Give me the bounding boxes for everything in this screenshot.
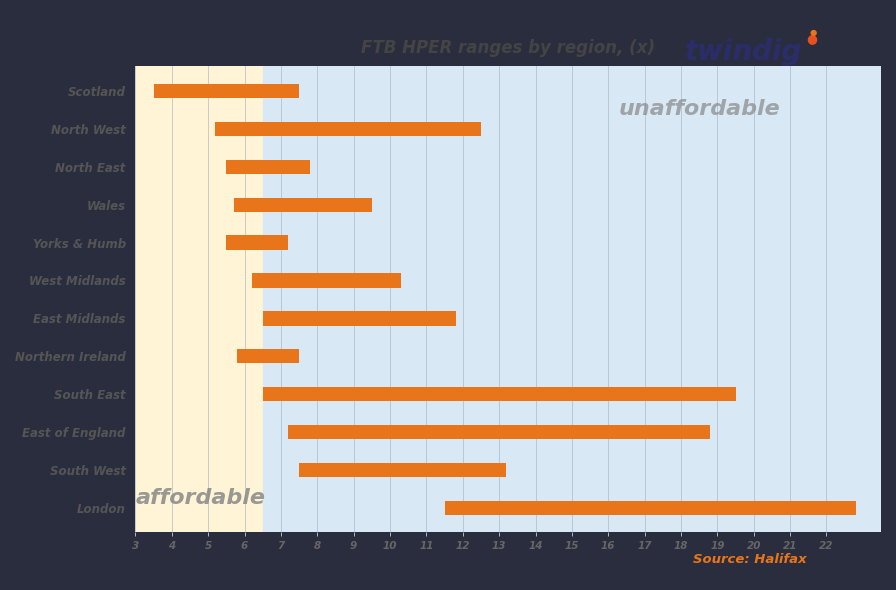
Bar (263, 387, 736, 401)
Text: twindig: twindig (685, 38, 802, 66)
Text: affordable: affordable (136, 488, 266, 508)
Bar (263, 67, 881, 532)
Text: Source: Halifax: Source: Halifax (693, 553, 806, 566)
Bar (299, 463, 506, 477)
Bar (153, 84, 299, 99)
Bar (237, 349, 299, 363)
Bar (252, 273, 401, 288)
Bar (227, 160, 310, 174)
Bar (289, 425, 710, 439)
Bar (215, 122, 481, 136)
Text: unaffordable: unaffordable (618, 99, 780, 119)
Text: ●: ● (809, 28, 816, 37)
Bar (234, 198, 372, 212)
Bar (135, 67, 263, 532)
Title: FTB HPER ranges by region, (x): FTB HPER ranges by region, (x) (361, 38, 655, 57)
Text: ●: ● (806, 32, 817, 45)
Bar (263, 311, 455, 326)
Bar (227, 235, 289, 250)
Bar (444, 500, 856, 515)
